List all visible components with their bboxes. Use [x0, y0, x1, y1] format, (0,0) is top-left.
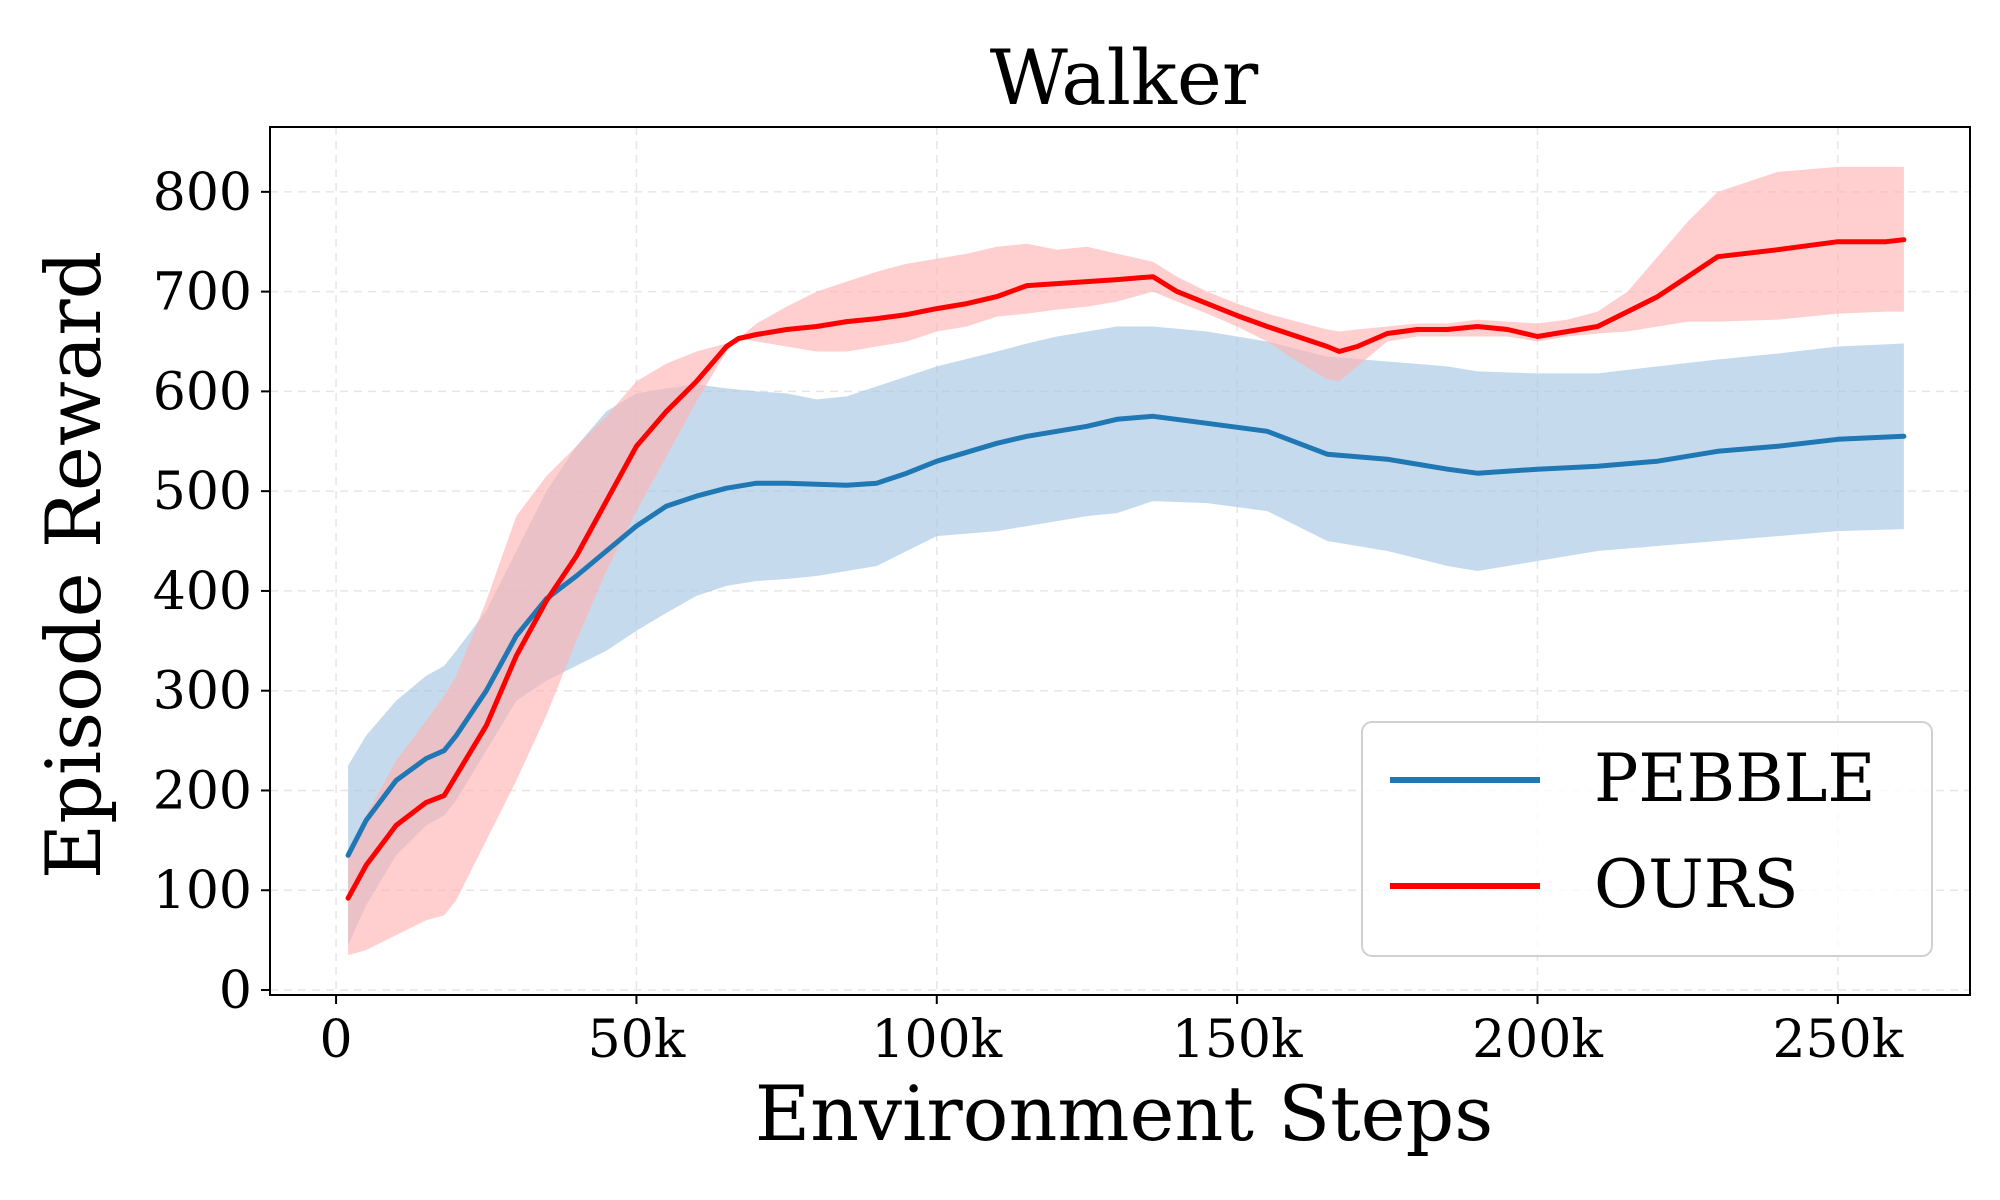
legend: PEBBLE OURS	[1361, 721, 1933, 957]
legend-label-ours: OURS	[1594, 846, 1799, 923]
y-tick-label: 100	[153, 861, 252, 921]
y-axis-label: Episode Reward	[29, 251, 118, 880]
legend-label-pebble: PEBBLE	[1594, 740, 1876, 817]
y-tick-label: 600	[153, 362, 252, 422]
y-tick-label: 700	[153, 263, 252, 323]
y-tick-label: 0	[219, 961, 252, 1021]
line-layer	[345, 237, 1907, 901]
x-tick-label: 250k	[1772, 1010, 1903, 1070]
series-line-pebble	[345, 413, 1907, 858]
y-tick-label: 500	[153, 462, 252, 522]
x-tick-label: 200k	[1472, 1010, 1603, 1070]
y-tick-label: 400	[153, 562, 252, 622]
y-tick-label: 300	[153, 662, 252, 722]
series-line-ours	[345, 237, 1907, 901]
band-layer	[348, 166, 1904, 956]
series-band-pebble	[348, 326, 1904, 946]
x-tick-label: 100k	[871, 1010, 1002, 1070]
x-tick-label: 50k	[588, 1010, 686, 1070]
x-tick-label: 0	[320, 1010, 353, 1070]
tick-layer: 0 50k 100k 150k 200k 250k 0 100 200 300 400 500 600 7…	[153, 163, 1904, 1070]
series-band-ours	[348, 166, 1904, 956]
chart-title: Walker	[990, 33, 1259, 122]
plot-frame	[269, 126, 1971, 996]
y-tick-label: 200	[153, 761, 252, 821]
y-tick-label: 800	[153, 163, 252, 223]
x-tick-label: 150k	[1172, 1010, 1303, 1070]
x-axis-label: Environment Steps	[755, 1069, 1494, 1158]
